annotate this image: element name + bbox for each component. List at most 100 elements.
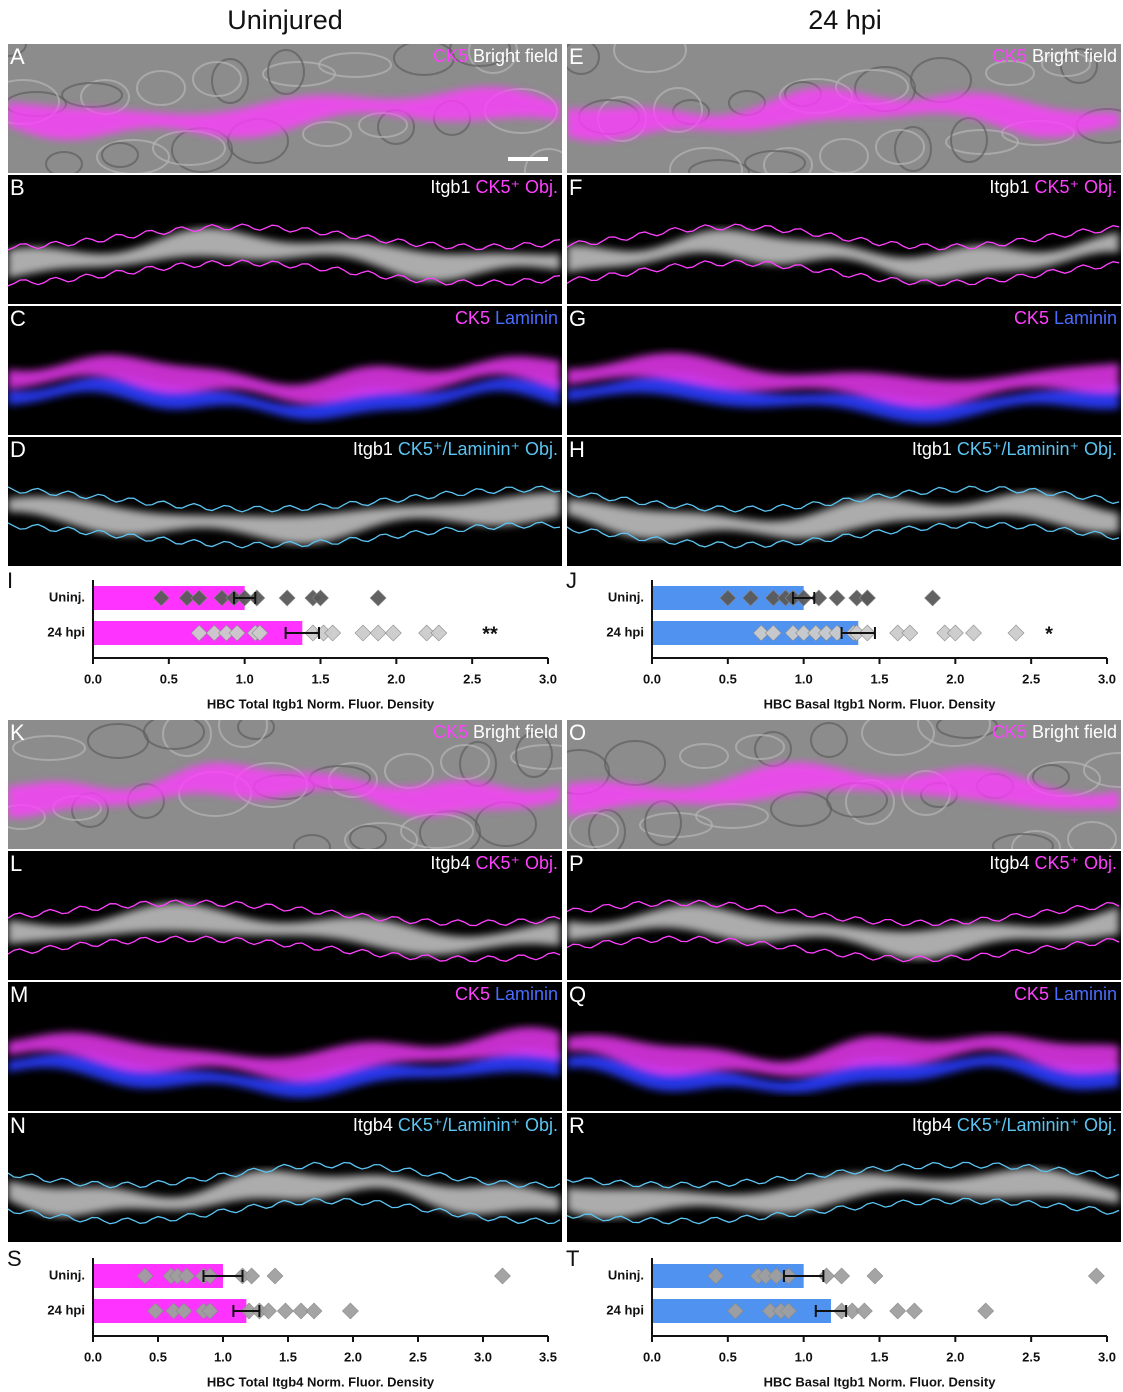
- channel-labels: Itgb4 CK5⁺ Obj.: [989, 853, 1117, 873]
- channel-labels: CK5 Bright field: [433, 46, 558, 66]
- micrograph: [8, 437, 562, 566]
- channel-label: CK5: [433, 46, 468, 66]
- panel-letter: C: [10, 306, 26, 331]
- laminin-signal: [567, 1054, 1119, 1094]
- panel-letter: A: [10, 44, 25, 69]
- object-outline: [567, 259, 1120, 287]
- object-outline: [8, 899, 561, 927]
- stain-signal: [8, 1170, 560, 1217]
- image-background: [567, 175, 1121, 304]
- data-point: [494, 1267, 511, 1285]
- channel-label: Laminin: [1054, 984, 1117, 1004]
- chart-letter: S: [7, 1246, 22, 1271]
- channel-label: CK5⁺/Laminin⁺ Obj.: [398, 439, 558, 459]
- channel-labels: Itgb1 CK5⁺ Obj.: [989, 177, 1117, 197]
- cell-texture: [894, 126, 932, 172]
- panel-letter: O: [569, 720, 586, 745]
- category-label: Uninj.: [608, 1267, 644, 1282]
- cell-texture: [237, 720, 275, 740]
- channel-label: Bright field: [473, 46, 558, 66]
- cell-texture: [61, 82, 123, 108]
- data-point: [924, 589, 942, 607]
- x-tick-label: 2.5: [463, 671, 481, 686]
- cell-texture: [669, 147, 743, 173]
- cell-texture: [744, 150, 806, 173]
- channel-label: Laminin: [495, 308, 558, 328]
- x-tick-label: 1.0: [214, 1349, 232, 1364]
- channel-label: Itgb1: [430, 177, 470, 197]
- x-tick-label: 1.5: [279, 1349, 297, 1364]
- error-bar: [840, 627, 876, 639]
- data-point: [719, 589, 737, 607]
- channel-labels: CK5 Bright field: [433, 722, 558, 742]
- x-tick-label: 1.5: [870, 671, 888, 686]
- chart-letter: T: [566, 1246, 579, 1271]
- cell-texture: [695, 803, 769, 829]
- channel-labels: CK5 Bright field: [992, 722, 1117, 742]
- x-tick-label: 2.0: [344, 1349, 362, 1364]
- cell-texture: [45, 151, 83, 173]
- x-tick-label: 3.0: [1098, 1349, 1116, 1364]
- cell-texture: [211, 58, 249, 104]
- cell-texture: [810, 722, 848, 758]
- panel-letter: M: [10, 982, 28, 1007]
- x-tick-label: 1.0: [236, 671, 254, 686]
- data-point: [175, 1302, 193, 1320]
- data-point: [726, 1302, 744, 1320]
- x-tick-label: 0.0: [643, 1349, 661, 1364]
- image-background: [8, 437, 562, 566]
- channel-labels: Itgb1 CK5⁺/Laminin⁺ Obj.: [912, 439, 1117, 459]
- ck5-signal: [8, 1027, 560, 1083]
- error-bar: [202, 1270, 244, 1282]
- category-label: 24 hpi: [606, 624, 644, 639]
- cell-texture: [96, 139, 170, 173]
- channel-label: Laminin: [495, 984, 558, 1004]
- data-point: [742, 589, 760, 607]
- data-point: [780, 1302, 797, 1320]
- ck5-signal: [567, 1034, 1119, 1077]
- data-point: [305, 1302, 323, 1320]
- object-outline: [567, 485, 1120, 513]
- data-point: [205, 624, 223, 642]
- object-outline: [567, 1197, 1120, 1225]
- data-point: [905, 1302, 923, 1320]
- x-tick-label: 2.5: [409, 1349, 427, 1364]
- channel-label: CK5⁺ Obj.: [475, 177, 558, 197]
- cell-texture: [12, 735, 86, 761]
- data-point: [369, 589, 387, 607]
- data-point: [855, 1302, 873, 1320]
- cell-texture: [588, 809, 626, 849]
- panel-letter: B: [10, 175, 25, 200]
- object-outline: [8, 259, 561, 287]
- panel-letter: Q: [569, 982, 586, 1007]
- category-label: Uninj.: [49, 1267, 85, 1282]
- channel-labels: Itgb4 CK5⁺ Obj.: [430, 853, 558, 873]
- data-point: [889, 624, 907, 642]
- stain-signal: [8, 492, 560, 544]
- x-tick-label: 3.5: [539, 1349, 557, 1364]
- cell-texture: [449, 44, 511, 67]
- ck5-signal: [8, 762, 560, 819]
- data-point: [767, 1267, 785, 1285]
- data-point: [901, 624, 919, 642]
- data-point: [278, 589, 296, 607]
- data-point: [312, 589, 329, 607]
- micrograph: [567, 306, 1121, 435]
- object-outline: [567, 899, 1120, 927]
- stain-signal: [567, 492, 1119, 539]
- channel-labels: CK5 Laminin: [1014, 308, 1117, 328]
- object-outline: [8, 485, 561, 513]
- cell-texture: [861, 720, 935, 756]
- data-point: [369, 624, 387, 642]
- x-tick-label: 0.0: [84, 671, 102, 686]
- x-tick-label: 1.5: [311, 671, 329, 686]
- cell-texture: [569, 812, 619, 848]
- chart-letter: I: [7, 568, 13, 593]
- micrograph: [567, 982, 1121, 1111]
- data-point: [266, 1267, 284, 1285]
- micrograph: [8, 851, 562, 980]
- cell-texture: [1060, 48, 1098, 84]
- data-point: [178, 589, 196, 607]
- cell-texture: [440, 744, 490, 780]
